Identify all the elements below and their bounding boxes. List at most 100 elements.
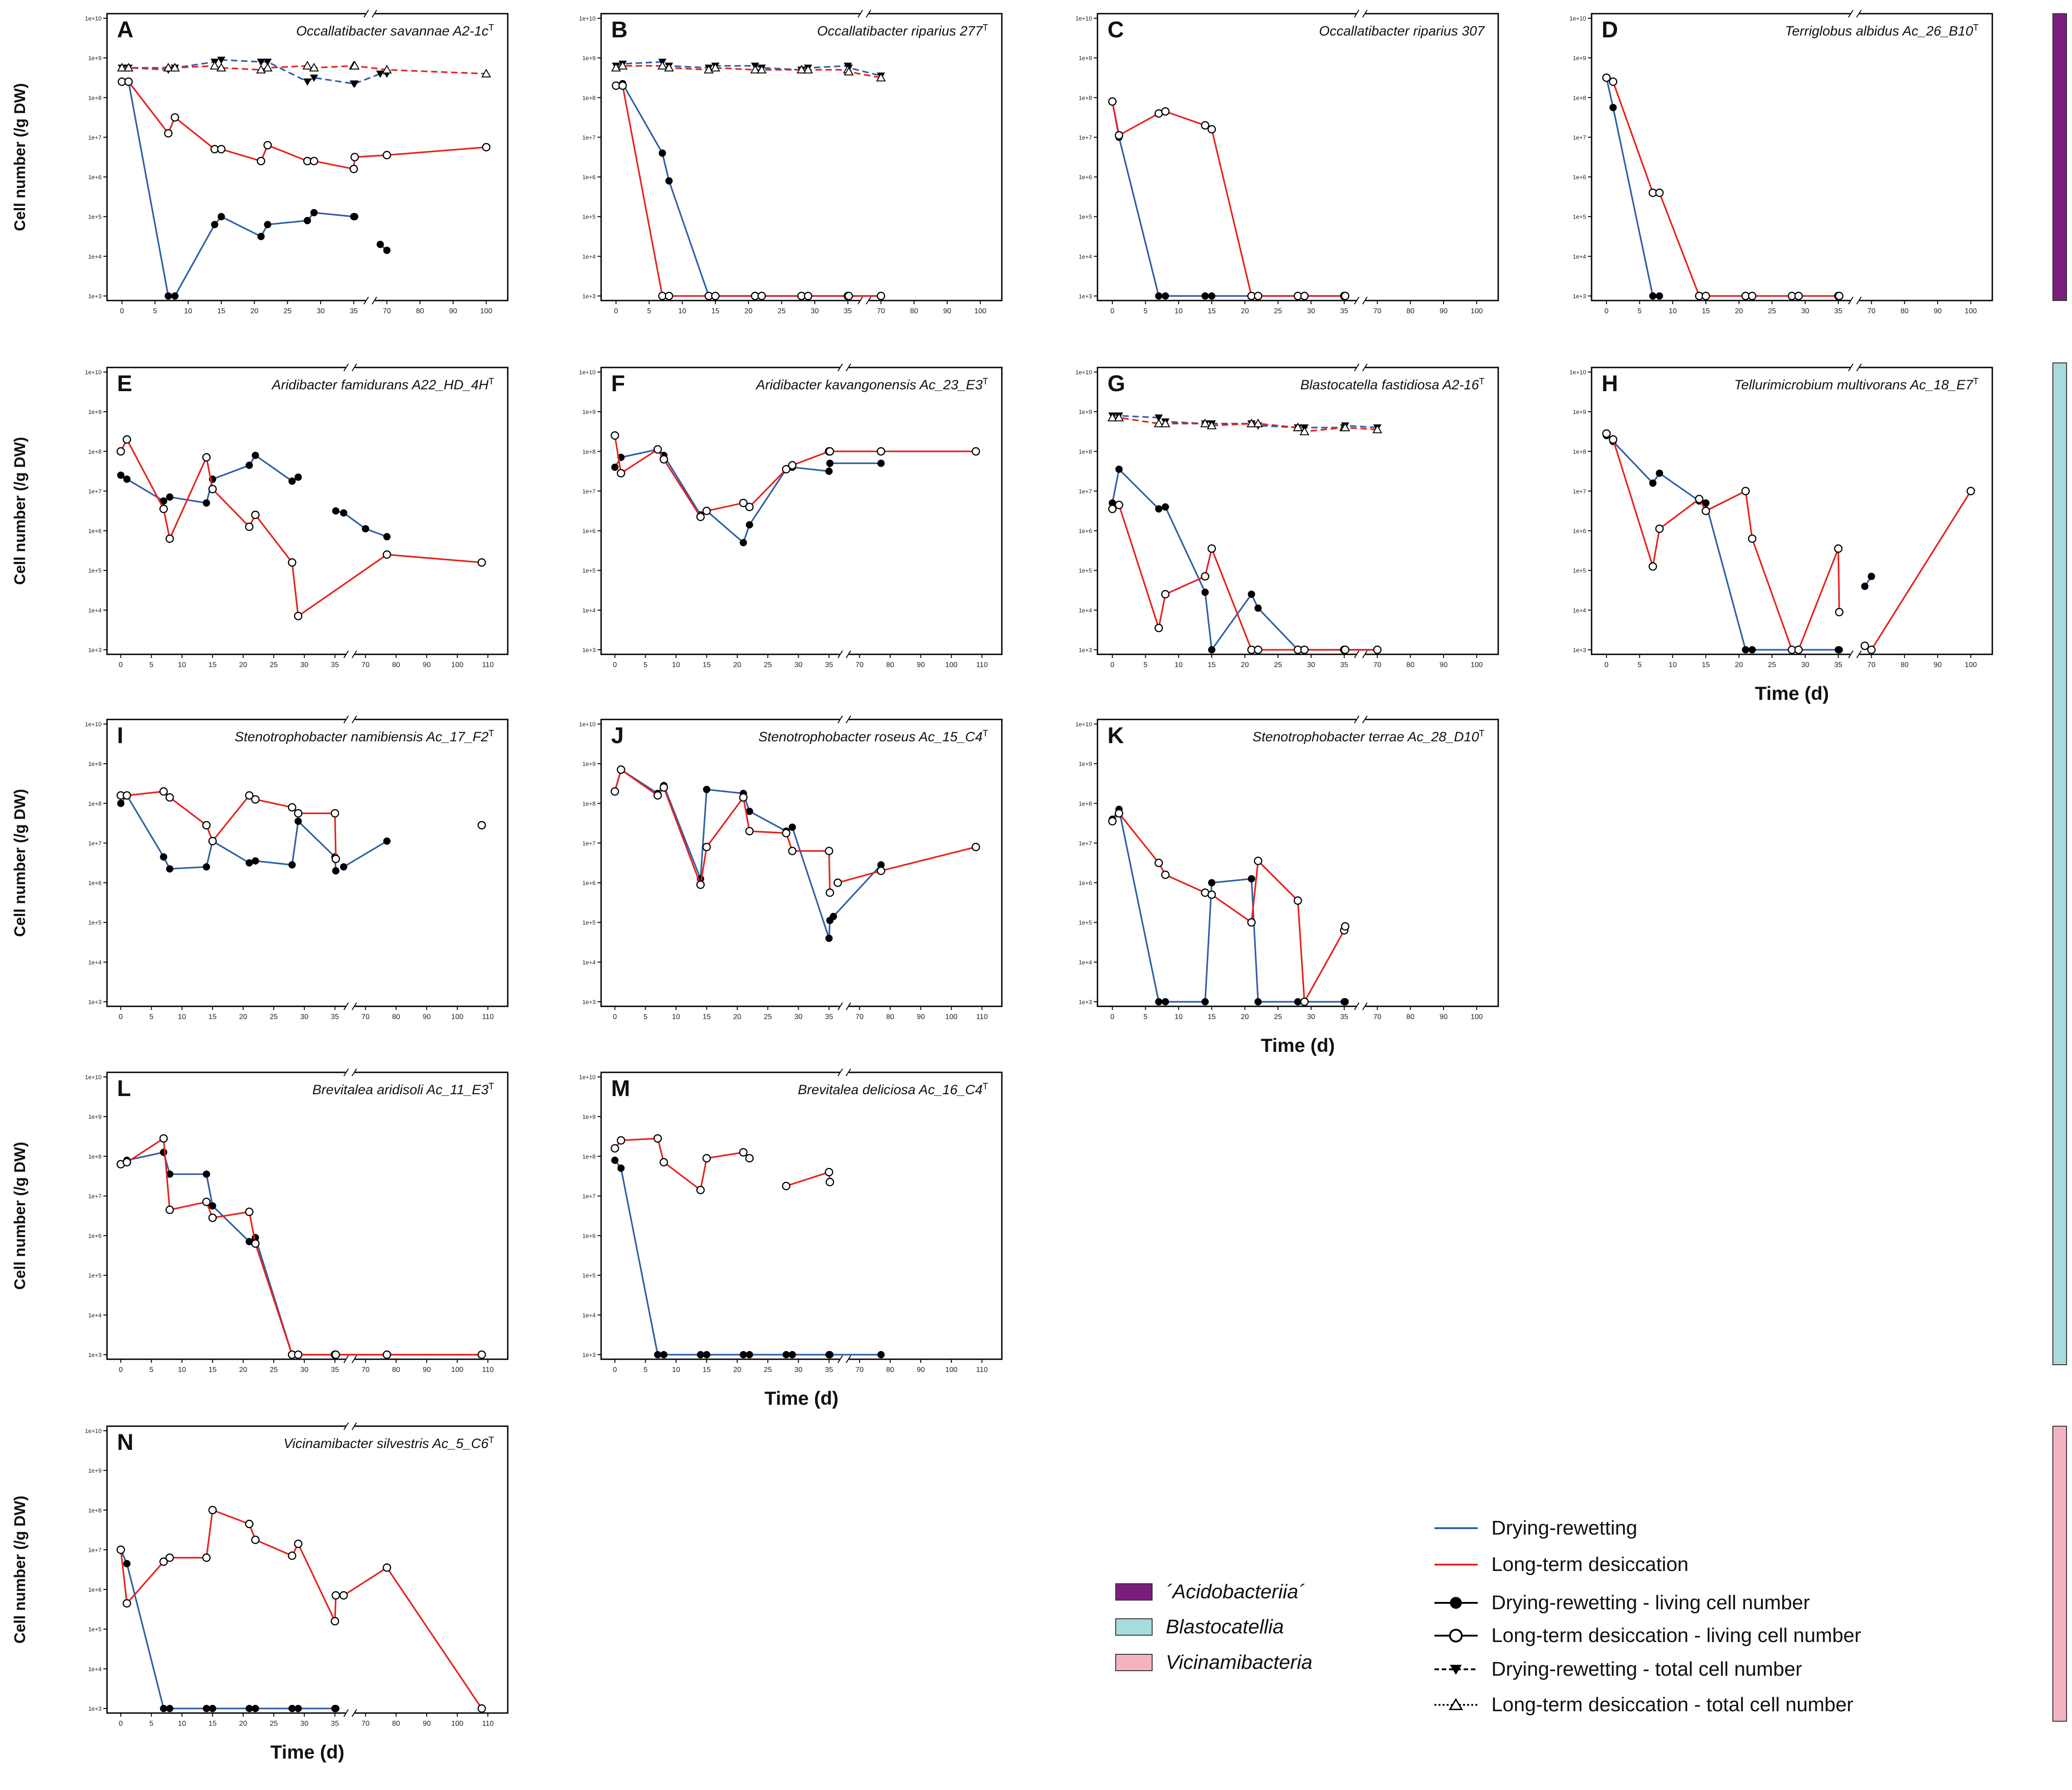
- data-point-filled: [117, 471, 125, 479]
- y-tick-label: 1e+10: [85, 1428, 102, 1434]
- data-point-filled: [617, 1164, 625, 1172]
- data-point-open: [745, 1154, 754, 1163]
- axis-break-mark: [1354, 715, 1360, 724]
- axis-break-mark: [837, 1355, 843, 1363]
- data-point-open: [245, 1208, 254, 1216]
- series-line: [1112, 812, 1346, 1005]
- legend-dr-total-label: Drying-rewetting - total cell number: [1491, 1658, 1802, 1680]
- y-tick-label: 1e+8: [582, 94, 596, 101]
- data-point-filled: [209, 1202, 216, 1210]
- y-tick-label: 1e+6: [88, 528, 102, 535]
- panel-title: Vicinamibacter silvestris Ac_5_C6T: [284, 1435, 494, 1451]
- data-point-filled: [117, 800, 125, 807]
- series-line: [1606, 77, 1839, 297]
- x-tick-label: 90: [1439, 661, 1448, 669]
- x-tick-label: 0: [613, 1013, 617, 1021]
- y-tick-label: 1e+10: [85, 369, 102, 376]
- data-point-filled: [1201, 998, 1209, 1005]
- y-tick-label: 1e+4: [88, 253, 102, 260]
- panel-frame: [1097, 13, 1499, 301]
- y-tick-label: 1e+7: [582, 134, 596, 141]
- axis-break-mark: [352, 1068, 357, 1076]
- y-tick-label: 1e+7: [1079, 134, 1092, 141]
- data-point-open: [1201, 572, 1210, 581]
- data-point-open-triangle: [216, 62, 226, 71]
- legend-dr-total-marker: [1450, 1665, 1462, 1675]
- data-point-filled: [703, 785, 710, 793]
- data-point-filled: [826, 459, 834, 467]
- panel-H: 1e+3 1e+4 1e+5 1e+6 1e+7 1e+8 1e+9 1e+10 0 5 10 15 2…: [1569, 363, 1993, 704]
- data-point-open: [804, 291, 812, 301]
- y-tick-label: 1e+8: [582, 448, 596, 455]
- x-tick-label: 0: [119, 1013, 123, 1021]
- x-tick-label: 5: [1638, 661, 1642, 669]
- y-tick-label: 1e+6: [582, 880, 596, 887]
- y-tick-label: 1e+9: [88, 1467, 102, 1474]
- axis-break-mark: [866, 296, 872, 305]
- data-point-filled: [294, 1705, 302, 1712]
- axis-break-mask: [1850, 298, 1860, 303]
- data-point-open-triangle: [382, 65, 392, 74]
- axis-break-mask: [346, 652, 355, 657]
- series-line: [343, 840, 388, 868]
- data-point-open: [1115, 500, 1123, 510]
- data-point-open: [659, 1158, 668, 1167]
- x-tick-label: 10: [672, 1013, 680, 1021]
- panel-frame: [106, 367, 509, 655]
- x-tick-label: 25: [270, 1366, 278, 1374]
- panel-letter: I: [117, 723, 123, 748]
- data-point-filled: [1341, 998, 1349, 1005]
- panel-title-superscript: T: [489, 1435, 494, 1445]
- x-tick-label: 90: [1934, 307, 1942, 315]
- x-tick-label: 100: [945, 661, 958, 669]
- series-line: [1606, 435, 1839, 651]
- x-tick-label: 110: [482, 1720, 494, 1728]
- data-point-filled: [160, 853, 168, 861]
- axis-break-mark: [846, 363, 851, 372]
- y-tick-label: 1e+5: [582, 214, 596, 220]
- x-tick-label: 5: [1143, 661, 1148, 669]
- axis-break-mask: [840, 652, 849, 657]
- y-tick-label: 1e+3: [88, 647, 102, 653]
- data-point-open: [653, 445, 662, 454]
- axis-break-mark: [352, 1422, 357, 1430]
- series-line: [121, 790, 337, 859]
- data-point-open: [1609, 77, 1618, 86]
- y-tick-label: 1e+9: [582, 760, 596, 767]
- data-point-open: [971, 447, 980, 456]
- data-point-open: [1373, 645, 1382, 654]
- axis-break-mark: [343, 650, 349, 658]
- data-point-open: [1341, 291, 1350, 301]
- axis-break-mask: [366, 11, 375, 16]
- x-tick-label: 10: [178, 1366, 186, 1374]
- axis-break-mask: [1850, 652, 1860, 657]
- x-tick-label: 5: [149, 1013, 153, 1021]
- y-tick-label: 1e+6: [1079, 174, 1092, 181]
- data-point-open: [617, 765, 625, 774]
- axis-break-mark: [1848, 650, 1854, 658]
- x-tick-label: 80: [1406, 661, 1414, 669]
- data-point-filled: [166, 493, 174, 501]
- data-point-open: [116, 1545, 125, 1554]
- data-point-open: [245, 522, 254, 531]
- data-point-open-triangle: [844, 66, 854, 76]
- data-point-open: [739, 793, 748, 802]
- x-tick-label: 30: [811, 307, 819, 315]
- x-tick-label: 10: [1669, 661, 1677, 669]
- data-point-filled: [1609, 104, 1617, 112]
- y-tick-label: 1e+7: [1573, 134, 1586, 141]
- x-tick-label: 20: [733, 661, 741, 669]
- panel-letter: E: [117, 371, 132, 396]
- data-point-open: [1300, 997, 1309, 1006]
- x-tick-label: 90: [943, 307, 951, 315]
- x-tick-label: 100: [945, 1013, 958, 1021]
- x-tick-label: 25: [1768, 307, 1776, 315]
- y-tick-label: 1e+10: [1075, 721, 1092, 728]
- x-tick-label: 15: [1208, 661, 1216, 669]
- data-point-filled: [1162, 998, 1169, 1005]
- panel-letter: B: [611, 17, 628, 42]
- data-point-open: [1748, 534, 1756, 543]
- y-tick-label: 1e+9: [1573, 55, 1586, 61]
- data-point-open: [251, 1239, 260, 1248]
- x-tick-label: 70: [362, 661, 370, 669]
